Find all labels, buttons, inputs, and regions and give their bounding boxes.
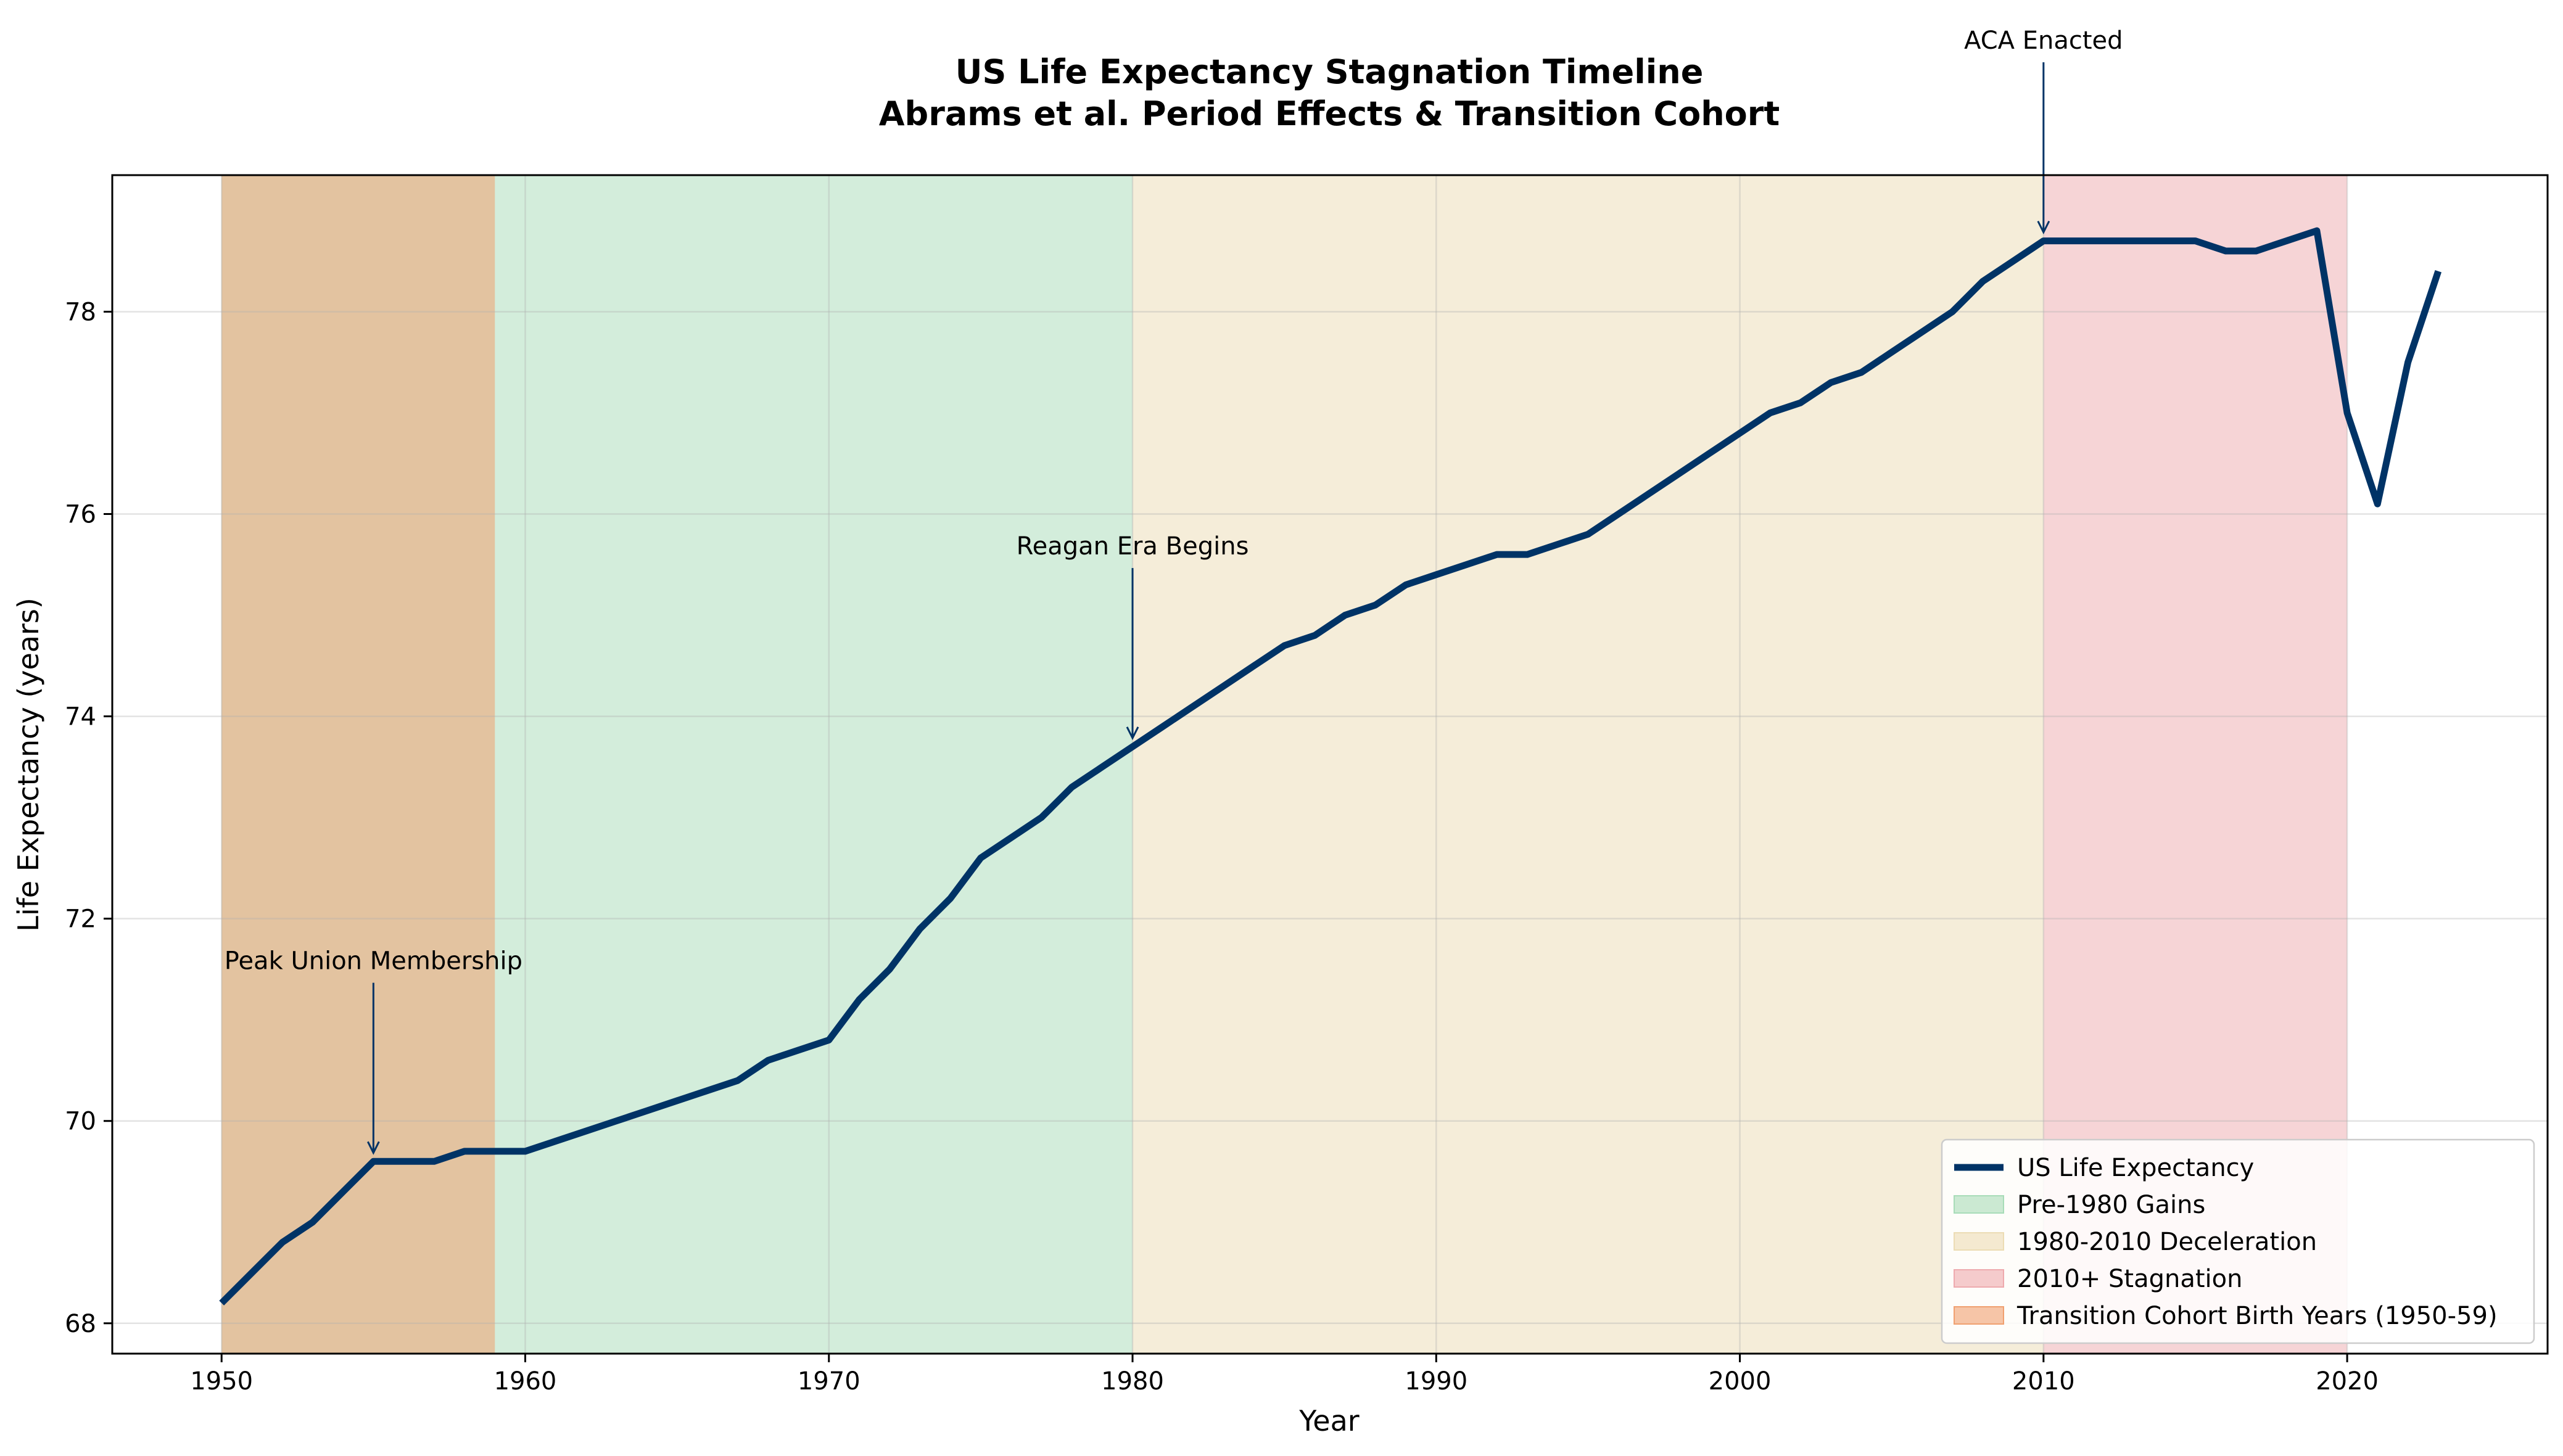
x-tick-label: 1970 [798, 1367, 861, 1396]
x-tick-label: 1980 [1101, 1367, 1164, 1396]
legend-patch-swatch [1954, 1269, 2004, 1288]
chart-title-line1: US Life Expectancy Stagnation Timeline [955, 52, 1704, 91]
x-tick-label: 1950 [190, 1367, 253, 1396]
legend-label: 1980-2010 Deceleration [2017, 1228, 2317, 1256]
y-axis-label: Life Expectancy (years) [12, 598, 45, 932]
x-tick-label: 1960 [494, 1367, 557, 1396]
annotation-label: ACA Enacted [1964, 27, 2123, 55]
y-tick-label: 78 [65, 298, 96, 326]
x-tick-label: 2000 [1709, 1367, 1772, 1396]
plot-frame [111, 174, 2549, 1355]
shaded-regions [221, 175, 2348, 1354]
chart-title-line2: Abrams et al. Period Effects & Transitio… [879, 94, 1780, 133]
x-axis-label: Year [1298, 1404, 1359, 1437]
legend-box [1941, 1138, 2535, 1344]
y-tick-label: 72 [65, 905, 96, 934]
annotation-label: Peak Union Membership [225, 947, 522, 976]
x-tick-label: 2020 [2316, 1367, 2379, 1396]
legend-label: 2010+ Stagnation [2017, 1265, 2243, 1293]
x-tick-label: 2010 [2012, 1367, 2075, 1396]
legend-patch-swatch [1954, 1232, 2004, 1251]
x-axis-ticks: 1950 1960 1970 1980 1990 2000 2010 2020 [190, 1354, 2379, 1396]
y-tick-label: 70 [65, 1108, 96, 1136]
annotations: Peak Union Membership Reagan Era Begins AC… [225, 27, 2123, 1155]
x-tick-label: 1990 [1405, 1367, 1467, 1396]
legend-label: Pre-1980 Gains [2017, 1191, 2205, 1219]
annotation-arrowhead [1126, 726, 1139, 741]
shaded-region [1133, 175, 2044, 1354]
annotation-arrowhead [367, 1141, 380, 1155]
y-tick-label: 74 [65, 703, 96, 731]
legend-patch-swatch [1954, 1306, 2004, 1325]
series-line [219, 227, 2442, 1306]
y-tick-label: 76 [65, 501, 96, 529]
series-layer [219, 227, 2442, 1306]
legend-label: US Life Expectancy [2017, 1154, 2254, 1182]
annotation-arrowhead [2037, 220, 2050, 234]
legend-label: Transition Cohort Birth Years (1950-59) [2016, 1302, 2498, 1330]
legend: US Life Expectancy Pre-1980 Gains 1980-201… [1941, 1138, 2535, 1344]
legend-patch-swatch [1954, 1195, 2004, 1214]
y-axis-ticks: 68 70 72 74 76 78 [65, 298, 112, 1338]
y-tick-label: 68 [65, 1310, 96, 1338]
annotation-label: Reagan Era Begins [1017, 532, 1249, 561]
